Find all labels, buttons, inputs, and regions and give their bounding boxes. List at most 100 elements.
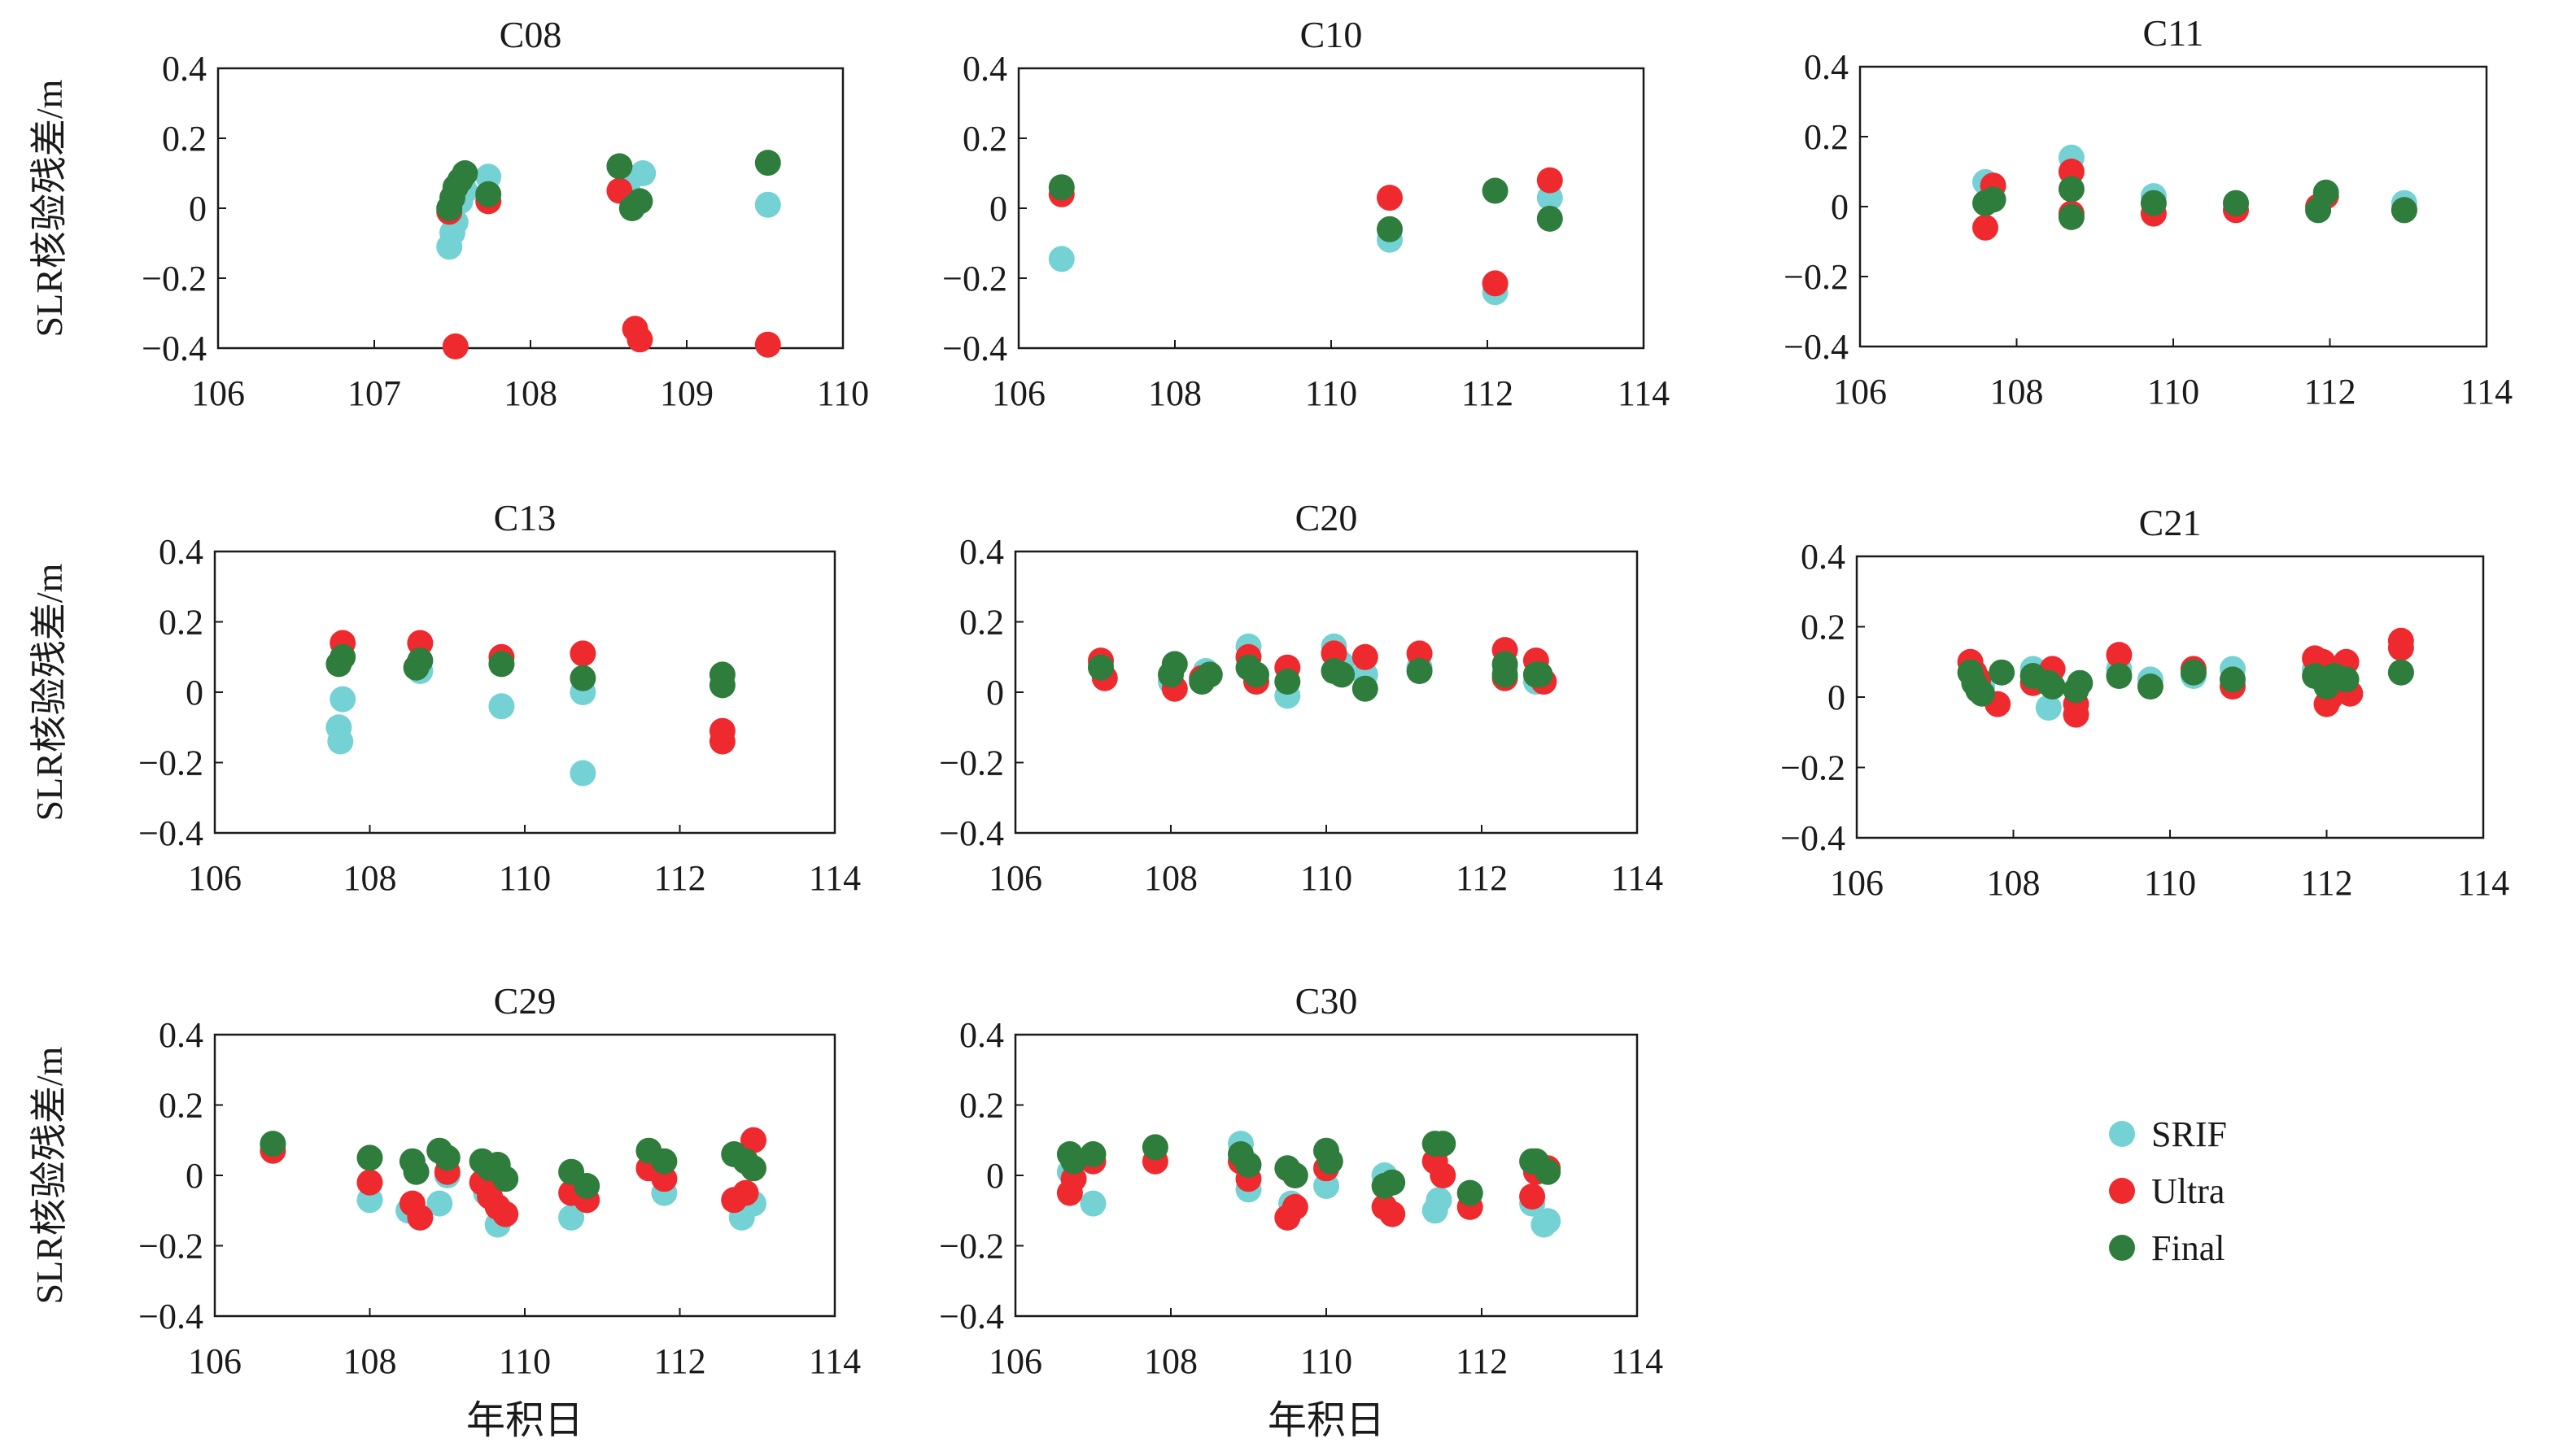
x-tick-label: 108 bbox=[1987, 863, 2041, 903]
x-tick-label: 112 bbox=[1456, 1341, 1508, 1381]
point-ultra bbox=[492, 1201, 519, 1227]
panel-c20: C20 0.4 0.2 0 −0.2 −0.4 106 108 110 112 114 bbox=[939, 497, 1663, 898]
x-tick-label: 106 bbox=[989, 858, 1042, 898]
point-srif bbox=[327, 728, 354, 755]
point-final bbox=[1329, 661, 1356, 688]
point-ultra bbox=[1351, 643, 1378, 670]
y-tick-label: −0.2 bbox=[1780, 748, 1845, 788]
point-final bbox=[1351, 675, 1378, 702]
point-srif bbox=[330, 686, 356, 713]
point-ultra bbox=[1536, 167, 1563, 194]
point-ultra bbox=[356, 1169, 383, 1196]
x-axis-label: 年积日 bbox=[1268, 1399, 1385, 1442]
point-final bbox=[434, 1144, 461, 1171]
panel-c30: C30 0.4 0.2 0 −0.2 −0.4 106 108 110 112 114 年积日 bbox=[939, 980, 1663, 1442]
y-tick-label: −0.2 bbox=[138, 743, 203, 783]
point-final bbox=[1080, 1141, 1107, 1167]
y-tick-label: 0.4 bbox=[1801, 537, 1845, 577]
x-tick-label: 114 bbox=[2460, 372, 2513, 412]
x-tick-label: 112 bbox=[2300, 863, 2352, 903]
x-tick-label: 110 bbox=[499, 1341, 551, 1381]
point-final bbox=[2387, 659, 2414, 686]
point-final bbox=[2067, 669, 2094, 696]
point-ultra bbox=[709, 717, 736, 744]
point-final bbox=[1243, 661, 1269, 688]
x-tick-label: 114 bbox=[809, 1341, 861, 1381]
plot-frame bbox=[216, 67, 845, 350]
point-final bbox=[2058, 203, 2085, 230]
point-ultra bbox=[2106, 642, 2133, 669]
point-ultra bbox=[2387, 634, 2414, 661]
y-tick-label: 0.2 bbox=[162, 119, 207, 159]
x-tick-label: 114 bbox=[1618, 373, 1670, 413]
points-group bbox=[1056, 1131, 1561, 1238]
point-final bbox=[1048, 174, 1075, 201]
y-tick-label: 0.4 bbox=[162, 49, 207, 89]
x-tick-label: 106 bbox=[188, 1341, 242, 1381]
legend: SRIF Ultra Final bbox=[2109, 1114, 2227, 1268]
y-axis-label: SLR核验残差/m bbox=[28, 563, 70, 821]
x-tick-label: 108 bbox=[1148, 373, 1202, 413]
y-tick-label: −0.2 bbox=[939, 1227, 1004, 1266]
point-final bbox=[1491, 651, 1518, 678]
x-tick-label: 112 bbox=[1456, 858, 1508, 898]
legend-label-ultra: Ultra bbox=[2151, 1171, 2225, 1211]
legend-marker-ultra bbox=[2109, 1178, 2135, 1204]
y-tick-label: 0.2 bbox=[959, 1086, 1004, 1126]
point-ultra bbox=[1379, 1201, 1406, 1227]
x-tick-label: 114 bbox=[809, 858, 861, 898]
y-tick-label: −0.4 bbox=[138, 1297, 203, 1336]
point-srif bbox=[488, 693, 515, 720]
x-tick-label: 108 bbox=[504, 373, 557, 413]
y-tick-label: 0.2 bbox=[959, 603, 1004, 643]
point-ultra bbox=[407, 1204, 434, 1231]
point-srif bbox=[1426, 1187, 1452, 1214]
point-final bbox=[709, 661, 736, 688]
point-final bbox=[1379, 1169, 1406, 1196]
y-tick-label: 0 bbox=[186, 673, 203, 713]
point-srif bbox=[630, 160, 657, 186]
point-srif bbox=[754, 191, 781, 218]
x-tick-label: 109 bbox=[660, 373, 714, 413]
y-tick-label: 0.2 bbox=[159, 1086, 203, 1126]
panel-c13: C13 0.4 0.2 0 −0.2 −0.4 106 108 110 112 114 SLR核验残差… bbox=[28, 497, 861, 898]
y-tick-label: 0.4 bbox=[959, 1015, 1004, 1055]
x-tick-label: 112 bbox=[653, 858, 705, 898]
panel-c08: C08 0.4 0.2 0 −0.2 −0.4 106 107 108 109 110 SLR核验残差… bbox=[28, 14, 869, 413]
point-ultra bbox=[1377, 185, 1403, 211]
x-tick-label: 106 bbox=[1830, 863, 1884, 903]
point-final bbox=[407, 647, 434, 674]
y-tick-label: −0.4 bbox=[138, 813, 203, 853]
point-final bbox=[1377, 216, 1403, 242]
points-group bbox=[1048, 167, 1563, 306]
y-tick-label: −0.4 bbox=[939, 1297, 1004, 1336]
point-final bbox=[740, 1155, 766, 1182]
x-tick-label: 110 bbox=[1300, 1341, 1352, 1381]
point-final bbox=[754, 150, 781, 177]
point-final bbox=[2312, 179, 2339, 206]
y-tick-label: 0.4 bbox=[959, 532, 1004, 572]
y-tick-label: 0 bbox=[989, 189, 1007, 229]
x-tick-label: 106 bbox=[989, 1341, 1042, 1381]
x-tick-label: 108 bbox=[1144, 858, 1198, 898]
point-ultra bbox=[732, 1179, 759, 1206]
legend-marker-srif bbox=[2109, 1121, 2135, 1147]
y-tick-label: 0.4 bbox=[159, 532, 203, 572]
point-ultra bbox=[442, 333, 469, 360]
x-tick-label: 112 bbox=[653, 1341, 705, 1381]
point-final bbox=[403, 1158, 430, 1185]
point-final bbox=[1526, 661, 1553, 688]
point-final bbox=[574, 1173, 600, 1199]
x-tick-label: 110 bbox=[1300, 858, 1352, 898]
point-ultra bbox=[570, 640, 596, 667]
x-tick-label: 106 bbox=[188, 858, 242, 898]
point-ultra bbox=[754, 331, 781, 358]
point-final bbox=[330, 643, 356, 670]
y-tick-label: −0.4 bbox=[939, 813, 1004, 853]
point-final bbox=[1316, 1148, 1343, 1175]
x-tick-label: 110 bbox=[2144, 863, 2196, 903]
point-final bbox=[1482, 177, 1509, 204]
point-final bbox=[1969, 680, 1995, 707]
y-tick-label: −0.4 bbox=[1780, 818, 1845, 858]
